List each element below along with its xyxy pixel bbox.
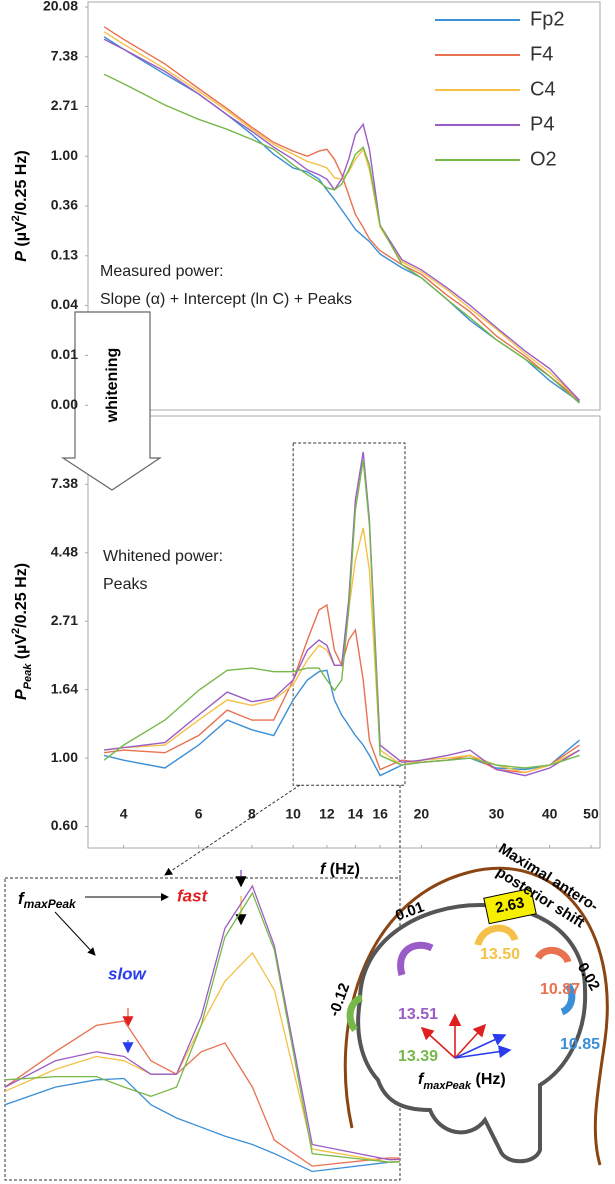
y-tick-label: 0.13	[51, 246, 78, 262]
y-tick-label: 1.00	[51, 147, 78, 163]
data-line	[103, 73, 580, 404]
peak-vectors	[420, 1013, 512, 1059]
label-part: maxPeak	[423, 1080, 472, 1092]
label-part: f	[18, 889, 26, 908]
y-tick-label: 1.00	[51, 749, 78, 765]
y-tick-label: 2.71	[51, 612, 78, 628]
x-tick-label: 6	[195, 806, 203, 822]
peak-label: 10.85	[560, 1036, 600, 1053]
highlight-box	[292, 442, 406, 786]
x-tick-label: 16	[372, 806, 388, 822]
x-tick-label: 4	[120, 806, 128, 822]
inset-line	[5, 891, 400, 1163]
inset-curves	[5, 884, 400, 1173]
data-line	[103, 26, 580, 401]
x-tick-label: 40	[542, 806, 558, 822]
y-axis-label: P (µV2/0.25 Hz)	[10, 150, 30, 261]
inset-line	[5, 1077, 400, 1173]
inset-label: fmaxPeak	[18, 889, 77, 911]
x-tick-label: 30	[489, 806, 505, 822]
shift-box	[483, 887, 537, 925]
y-tick-label: 0.01	[51, 346, 78, 362]
x-tick-label: 8	[248, 806, 256, 822]
label-part: 2	[10, 215, 22, 221]
annotation: Peaks	[103, 576, 147, 593]
inset-line	[5, 951, 400, 1163]
label-part: (Hz)	[471, 1071, 506, 1088]
x-tick-label: 14	[348, 806, 364, 822]
legend-label: P4	[530, 113, 554, 135]
annotation-arrow	[54, 911, 96, 956]
arrow-label: whitening	[104, 348, 121, 424]
head-outline	[343, 866, 609, 1166]
y-tick-label: 1.64	[51, 680, 78, 696]
peak-label: 13.39	[398, 1048, 438, 1065]
label-part: /0.25 Hz)	[13, 563, 30, 628]
y-tick-label: 20.08	[43, 0, 78, 14]
legend-label: Fp2	[530, 8, 564, 30]
y-tick-label: 0.60	[51, 817, 78, 833]
label-part: (Hz)	[325, 861, 360, 878]
data-line	[104, 451, 580, 777]
inset-line	[5, 1020, 400, 1167]
y-tick-label: 4.48	[51, 544, 78, 560]
head-axis-label: fmaxPeak (Hz)	[418, 1071, 506, 1092]
fast-label: fast	[177, 886, 209, 905]
electrode-arc	[534, 946, 572, 964]
zoom-connector	[164, 784, 301, 876]
legend-label: F4	[530, 43, 553, 65]
electrode-arc	[346, 994, 364, 1032]
label-part: maxPeak	[24, 897, 77, 911]
label-part: f	[320, 861, 327, 878]
electrode-arc	[474, 924, 519, 947]
legend-label: C4	[530, 78, 556, 100]
bottom-panel-frame	[87, 415, 601, 849]
label-part: Peak	[22, 663, 34, 690]
brain-outline	[356, 902, 588, 1164]
label-part: (µV	[13, 221, 30, 251]
peak-markers	[122, 870, 247, 1054]
inset-frame	[4, 877, 401, 1181]
label-part: P	[13, 251, 30, 262]
shift-label: 2.63	[494, 894, 526, 917]
y-tick-label: 2.71	[51, 97, 78, 113]
data-line	[104, 603, 580, 774]
data-line	[103, 38, 581, 401]
electrode-arc	[397, 941, 434, 976]
x-tick-label: 20	[414, 806, 430, 822]
label-part: (µV	[13, 634, 30, 664]
label-part: /0.25 Hz)	[13, 150, 30, 215]
data-line	[103, 459, 580, 769]
y-axis-label: PPeak (µV2/0.25 Hz)	[10, 563, 34, 700]
label-part: f	[418, 1071, 425, 1088]
y-tick-label: 0.36	[51, 197, 78, 213]
label-part: P	[13, 689, 30, 700]
x-tick-label: 10	[285, 806, 301, 822]
whitening-arrow	[60, 311, 162, 491]
peak-label: 10.87	[540, 981, 580, 998]
y-tick-label: 0.00	[51, 396, 78, 412]
electrode-arc	[560, 982, 576, 1016]
data-line	[103, 669, 580, 777]
annotation: Measured power:	[100, 263, 224, 280]
y-tick-label: 0.04	[51, 296, 78, 312]
inset-line	[5, 884, 400, 1161]
peak-label: 13.50	[480, 946, 520, 963]
peak-label: 13.51	[398, 1006, 438, 1023]
x-axis-label: f (Hz)	[320, 861, 360, 878]
legend-label: O2	[530, 148, 557, 170]
slow-label: slow	[108, 964, 148, 983]
x-tick-label: 50	[583, 806, 599, 822]
annotation: Whitened power:	[103, 548, 223, 565]
annotation: Slope (α) + Intercept (ln C) + Peaks	[100, 291, 352, 308]
y-tick-label: 7.38	[51, 47, 78, 63]
y-tick-label: 7.38	[51, 475, 78, 491]
x-tick-label: 12	[319, 806, 335, 822]
label-part: 2	[10, 628, 22, 634]
